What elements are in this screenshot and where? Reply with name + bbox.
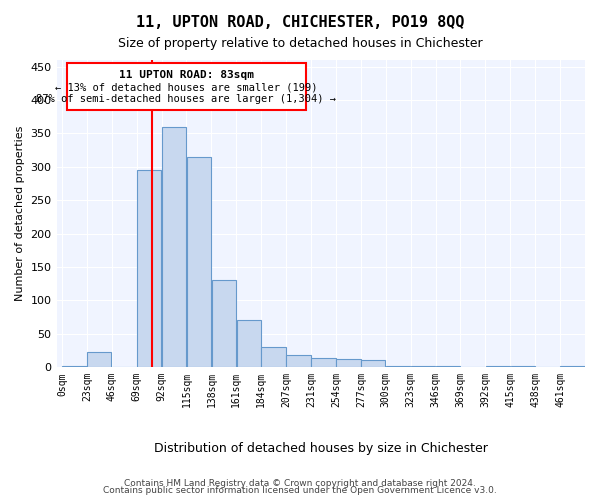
Bar — [560, 366, 585, 367]
Bar — [87, 352, 112, 367]
Bar — [436, 366, 460, 367]
Text: Contains public sector information licensed under the Open Government Licence v3: Contains public sector information licen… — [103, 486, 497, 495]
Text: Contains HM Land Registry data © Crown copyright and database right 2024.: Contains HM Land Registry data © Crown c… — [124, 478, 476, 488]
Bar — [411, 366, 435, 367]
Bar — [386, 366, 410, 367]
Bar — [236, 320, 261, 367]
Bar — [62, 366, 86, 367]
Bar — [336, 359, 361, 367]
Text: 11, UPTON ROAD, CHICHESTER, PO19 8QQ: 11, UPTON ROAD, CHICHESTER, PO19 8QQ — [136, 15, 464, 30]
Text: 11 UPTON ROAD: 83sqm: 11 UPTON ROAD: 83sqm — [119, 70, 254, 80]
Bar — [485, 366, 510, 367]
Bar — [212, 280, 236, 367]
Bar — [361, 360, 385, 367]
Bar — [262, 347, 286, 367]
X-axis label: Distribution of detached houses by size in Chichester: Distribution of detached houses by size … — [154, 442, 488, 455]
Y-axis label: Number of detached properties: Number of detached properties — [15, 126, 25, 302]
Text: ← 13% of detached houses are smaller (199): ← 13% of detached houses are smaller (19… — [55, 82, 318, 92]
Bar — [311, 358, 335, 367]
Bar — [137, 170, 161, 367]
Bar — [187, 157, 211, 367]
Text: 87% of semi-detached houses are larger (1,304) →: 87% of semi-detached houses are larger (… — [37, 94, 337, 104]
Bar — [162, 127, 186, 367]
Bar — [286, 355, 311, 367]
Text: Size of property relative to detached houses in Chichester: Size of property relative to detached ho… — [118, 38, 482, 51]
FancyBboxPatch shape — [67, 64, 305, 110]
Bar — [511, 366, 535, 367]
